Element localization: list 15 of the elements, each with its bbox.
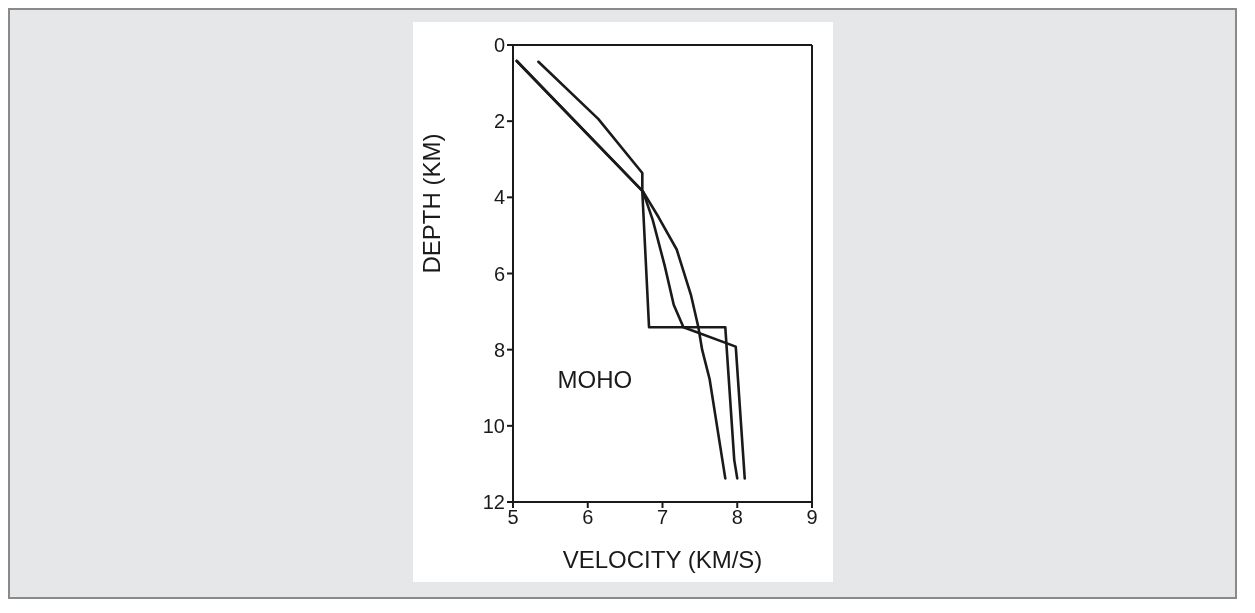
y-tick-label: 8 (493, 338, 505, 361)
annotation: MOHO (557, 366, 633, 393)
y-tick-label: 12 (482, 491, 505, 514)
y-tick-label: 4 (493, 186, 505, 209)
x-tick-label: 6 (581, 506, 593, 529)
x-tick-label: 7 (656, 506, 668, 529)
y-tick-label: 6 (493, 262, 505, 285)
x-tick-label: 5 (506, 506, 519, 529)
x-axis-title: VELOCITY (KM/S) (562, 546, 762, 573)
y-tick-label: 10 (482, 414, 505, 437)
y-tick-label: 2 (493, 110, 505, 133)
x-tick-label: 8 (731, 506, 743, 529)
y-tick-label: 0 (493, 34, 505, 57)
y-axis-title: DEPTH (KM) (417, 133, 445, 274)
x-tick-label: 9 (805, 506, 818, 529)
